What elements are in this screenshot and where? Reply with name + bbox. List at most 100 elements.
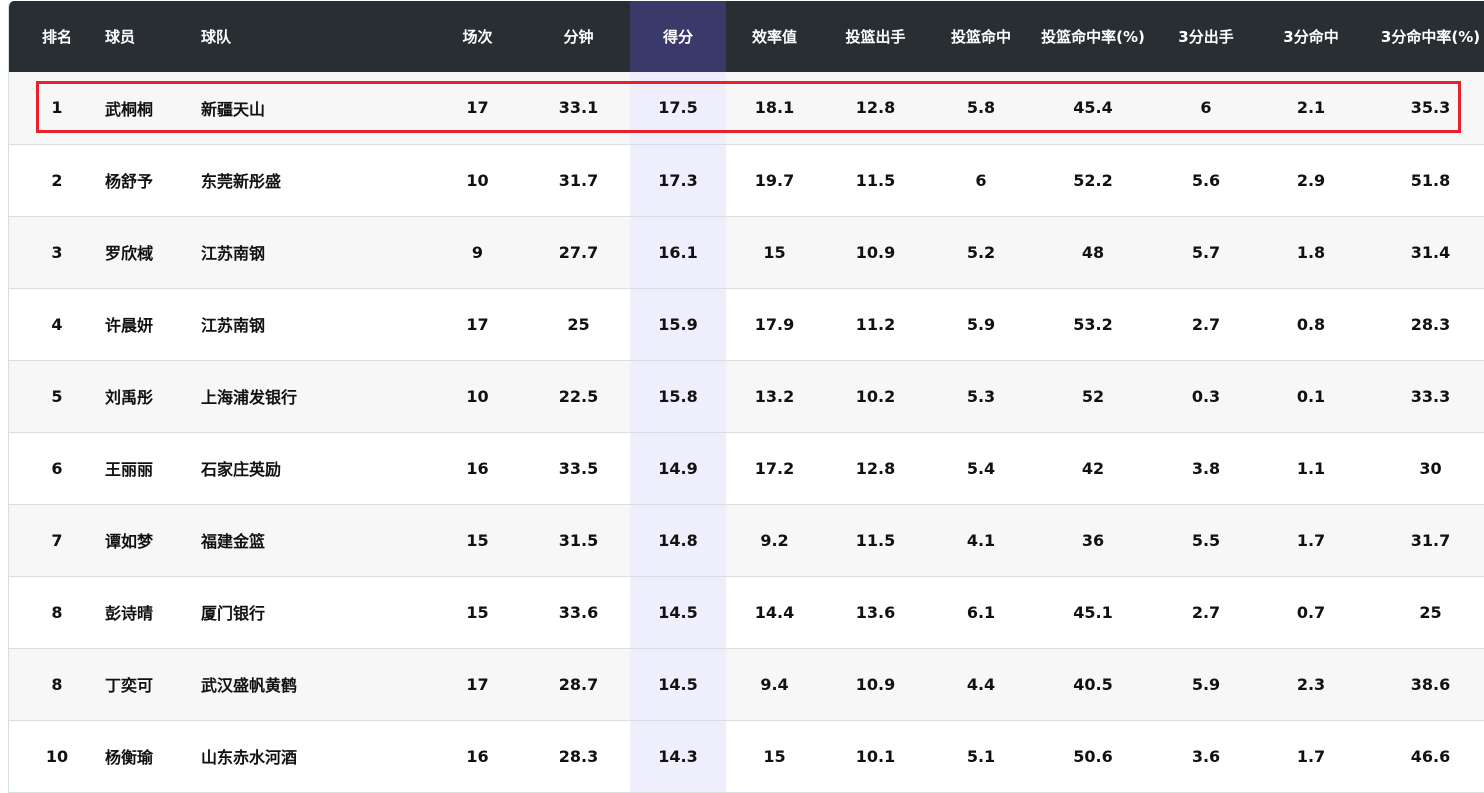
cell-fga: 11.2: [855, 314, 896, 334]
cell-rank: 2: [51, 170, 63, 190]
cell-team[interactable]: 江苏南钢: [201, 244, 266, 263]
cell-3pm: 1.7: [1296, 530, 1326, 550]
cell-fgm: 5.4: [966, 458, 996, 478]
cell-3pa: 3.6: [1191, 746, 1221, 766]
column-header-team[interactable]: 球队: [201, 28, 232, 46]
cell-rank: 5: [51, 386, 63, 406]
player-stats-table: 排名 球员 球队 场次 分钟 得分 效率值 投篮出手 投篮命中 投篮命中率(%) 3分出手 3分命中 3…: [9, 1, 1484, 793]
cell-fga: 11.5: [855, 530, 896, 550]
cell-3p-pct: 28.3: [1410, 314, 1451, 334]
cell-fga: 10.2: [855, 386, 896, 406]
cell-3pm: 1.8: [1296, 242, 1326, 262]
cell-3p-pct: 35.3: [1410, 98, 1451, 118]
cell-minutes: 31.5: [558, 530, 599, 550]
player-stats-table-container: 排名 球员 球队 场次 分钟 得分 效率值 投篮出手 投篮命中 投篮命中率(%) 3分出手 3分命中 3…: [8, 1, 1484, 793]
cell-efficiency: 19.7: [754, 170, 795, 190]
cell-points: 14.5: [630, 648, 726, 720]
cell-games: 9: [471, 242, 484, 262]
cell-team[interactable]: 石家庄英励: [201, 460, 282, 479]
column-header-fgm[interactable]: 投篮命中: [950, 28, 1011, 46]
cell-games: 17: [466, 98, 489, 118]
cell-player[interactable]: 王丽丽: [105, 460, 154, 479]
cell-games: 16: [466, 746, 489, 766]
cell-player[interactable]: 杨舒予: [105, 172, 154, 191]
cell-minutes: 33.5: [558, 458, 599, 478]
cell-3pa: 2.7: [1191, 314, 1221, 334]
cell-3pa: 3.8: [1191, 458, 1221, 478]
cell-team[interactable]: 东莞新彤盛: [201, 172, 282, 191]
cell-minutes: 31.7: [558, 170, 599, 190]
cell-fg-pct: 40.5: [1073, 674, 1113, 694]
column-header-points[interactable]: 得分: [630, 1, 726, 72]
cell-team[interactable]: 武汉盛帆黄鹤: [201, 676, 298, 695]
cell-3p-pct: 38.6: [1410, 674, 1451, 694]
cell-3p-pct: 30: [1419, 458, 1442, 478]
cell-points: 14.9: [630, 432, 726, 504]
cell-3pa: 6: [1200, 98, 1212, 118]
cell-3pm: 1.7: [1296, 746, 1326, 766]
cell-fga: 11.5: [855, 170, 896, 190]
cell-player[interactable]: 许晨妍: [105, 316, 154, 335]
cell-points: 14.3: [630, 720, 726, 792]
cell-games: 16: [466, 458, 489, 478]
cell-fgm: 4.1: [966, 530, 996, 550]
column-header-fga[interactable]: 投篮出手: [845, 28, 906, 46]
cell-minutes: 25: [567, 314, 590, 334]
cell-team[interactable]: 新疆天山: [201, 99, 266, 119]
column-header-efficiency[interactable]: 效率值: [751, 28, 797, 46]
cell-points: 14.8: [630, 504, 726, 576]
cell-player[interactable]: 杨衡瑜: [105, 748, 154, 767]
cell-fg-pct: 52: [1081, 386, 1105, 406]
column-header-3pa[interactable]: 3分出手: [1178, 28, 1234, 46]
cell-minutes: 33.1: [558, 98, 599, 118]
table-header-row: 排名 球员 球队 场次 分钟 得分 效率值 投篮出手 投篮命中 投篮命中率(%) 3分出手 3分命中 3…: [9, 1, 1484, 72]
cell-3pa: 2.7: [1191, 602, 1221, 622]
table-row: 3 罗欣棫 江苏南钢 9 27.7 16.1 15 10.9 5.2 48 5.7 1.8 31.4: [9, 216, 1484, 288]
column-header-3p-pct[interactable]: 3分命中率(%): [1380, 28, 1481, 46]
cell-player[interactable]: 武桐桐: [105, 99, 154, 119]
cell-team[interactable]: 上海浦发银行: [201, 388, 298, 407]
cell-player[interactable]: 丁奕可: [105, 676, 154, 695]
cell-points: 17.3: [630, 144, 726, 216]
cell-fga: 13.6: [855, 602, 896, 622]
table-row: 8 丁奕可 武汉盛帆黄鹤 17 28.7 14.5 9.4 10.9 4.4 40.5 5.9 2.3…: [9, 648, 1484, 720]
cell-fg-pct: 45.4: [1073, 98, 1113, 118]
cell-efficiency: 9.2: [760, 530, 789, 550]
column-header-3pm[interactable]: 3分命中: [1283, 28, 1339, 46]
cell-efficiency: 17.2: [754, 458, 795, 478]
cell-points: 17.5: [630, 72, 726, 144]
cell-minutes: 33.6: [558, 602, 599, 622]
cell-fgm: 6.1: [966, 602, 996, 622]
cell-player[interactable]: 罗欣棫: [105, 244, 154, 263]
cell-fg-pct: 53.2: [1073, 314, 1113, 334]
cell-rank: 1: [51, 98, 63, 118]
cell-3p-pct: 51.8: [1410, 170, 1451, 190]
column-header-player[interactable]: 球员: [105, 28, 136, 46]
cell-player[interactable]: 彭诗晴: [105, 604, 154, 623]
cell-rank: 3: [51, 242, 63, 262]
cell-fg-pct: 50.6: [1073, 746, 1113, 766]
cell-fga: 10.1: [855, 746, 896, 766]
cell-team[interactable]: 厦门银行: [201, 604, 266, 623]
cell-team[interactable]: 福建金篮: [201, 532, 266, 551]
column-header-minutes[interactable]: 分钟: [563, 28, 594, 46]
cell-3pa: 5.5: [1191, 530, 1221, 550]
cell-team[interactable]: 山东赤水河酒: [201, 748, 298, 767]
column-header-rank[interactable]: 排名: [41, 28, 72, 46]
cell-player[interactable]: 刘禹彤: [105, 388, 154, 407]
table-row: 5 刘禹彤 上海浦发银行 10 22.5 15.8 13.2 10.2 5.3 52 0.3 0.1 3…: [9, 360, 1484, 432]
column-header-fg-pct[interactable]: 投篮命中率(%): [1041, 28, 1145, 46]
cell-3p-pct: 33.3: [1410, 386, 1451, 406]
cell-efficiency: 18.1: [754, 98, 795, 118]
cell-fg-pct: 52.2: [1073, 170, 1113, 190]
cell-minutes: 28.7: [558, 674, 599, 694]
column-header-games[interactable]: 场次: [462, 28, 493, 46]
table-row: 8 彭诗晴 厦门银行 15 33.6 14.5 14.4 13.6 6.1 45.1 2.7 0.7 2…: [9, 576, 1484, 648]
cell-efficiency: 17.9: [754, 314, 795, 334]
cell-fgm: 4.4: [966, 674, 996, 694]
cell-games: 10: [466, 386, 489, 406]
cell-3pm: 0.1: [1296, 386, 1326, 406]
cell-points: 16.1: [630, 216, 726, 288]
cell-team[interactable]: 江苏南钢: [201, 316, 266, 335]
cell-player[interactable]: 谭如梦: [105, 532, 154, 551]
